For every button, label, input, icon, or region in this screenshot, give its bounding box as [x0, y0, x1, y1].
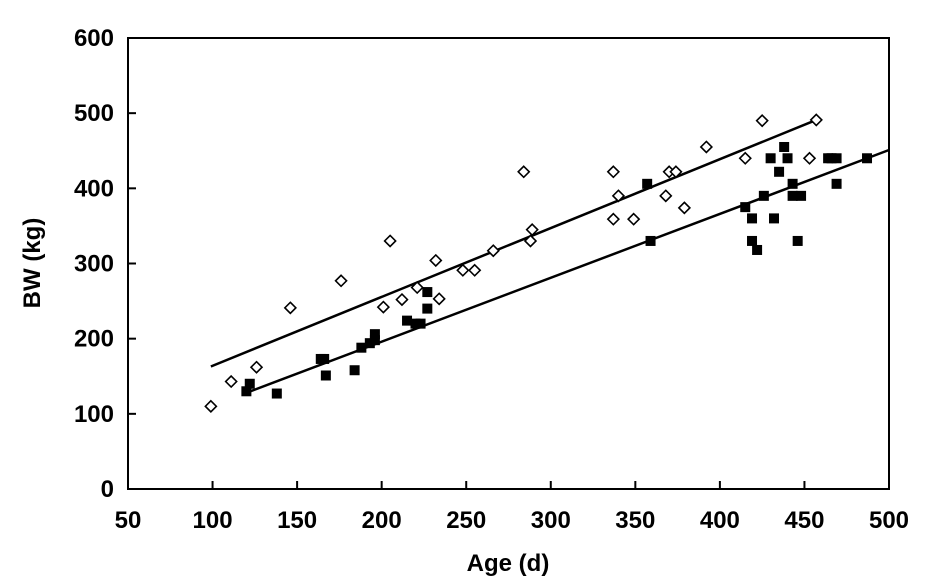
data-point-diamond [410, 280, 424, 295]
data-point-diamond [606, 212, 620, 226]
y-axis-title: BW (kg) [19, 218, 46, 309]
y-tick-label: 300 [74, 251, 114, 278]
data-point-diamond [755, 114, 769, 128]
data-point-square [422, 303, 433, 314]
x-axis-title: Age (d) [467, 550, 550, 577]
data-point-square [244, 378, 255, 389]
data-point-diamond [659, 189, 673, 203]
y-tick-label: 200 [74, 326, 114, 353]
y-tick-label: 500 [74, 100, 114, 127]
trendline-series-2 [245, 148, 890, 394]
data-point-square [826, 153, 837, 164]
data-point-square [752, 244, 763, 255]
data-point-diamond [432, 292, 446, 306]
x-tick-label: 300 [531, 507, 571, 534]
data-point-square [422, 287, 433, 298]
data-point-diamond [204, 399, 218, 413]
data-point-square [415, 318, 426, 329]
data-point-square [645, 235, 656, 246]
x-axis-ticks: 50 100 150 200 250 300 350 400 450 500 [115, 481, 909, 534]
y-tick-label: 100 [74, 401, 114, 428]
trendline-series-1 [210, 118, 817, 368]
data-point-diamond [517, 165, 531, 179]
data-point-square [349, 365, 360, 376]
plot-frame [127, 37, 890, 490]
x-tick-label: 400 [700, 507, 740, 534]
data-point-diamond [627, 212, 641, 226]
trendlines [210, 118, 890, 394]
data-point-square [356, 342, 367, 353]
data-point-square [862, 153, 873, 164]
data-point-square [740, 202, 751, 213]
data-point-diamond [456, 263, 470, 277]
data-point-diamond [224, 374, 238, 389]
data-point-square [271, 388, 282, 399]
x-tick-label: 50 [115, 507, 142, 534]
data-point-diamond [809, 113, 823, 127]
data-point-diamond [249, 360, 264, 374]
data-point-square [774, 166, 785, 177]
data-point-square [747, 235, 758, 246]
data-point-square [769, 213, 780, 224]
data-point-square [369, 329, 380, 340]
data-point-diamond [525, 223, 539, 237]
data-point-square [241, 386, 252, 397]
data-point-diamond [334, 274, 348, 288]
x-tick-label: 150 [277, 507, 317, 534]
data-point-square [402, 315, 413, 326]
data-point-diamond [523, 234, 538, 248]
data-markers [204, 113, 873, 413]
data-point-square [779, 141, 790, 152]
data-point-square [792, 235, 803, 246]
y-axis-ticks: 0 100 200 300 400 500 600 [74, 25, 136, 503]
data-point-square [369, 335, 380, 346]
data-point-square [831, 153, 842, 164]
data-point-square [782, 153, 793, 164]
data-point-square [319, 353, 330, 364]
data-point-square [642, 178, 653, 189]
y-tick-label: 600 [74, 25, 114, 52]
data-point-diamond [376, 300, 390, 314]
data-point-diamond [611, 189, 626, 203]
data-point-square [364, 338, 375, 349]
data-point-diamond [699, 140, 713, 154]
data-point-square [758, 190, 769, 201]
plot-area [127, 37, 890, 490]
data-point-square [831, 178, 842, 189]
data-point-diamond [486, 244, 500, 258]
data-point-diamond [395, 292, 409, 307]
data-point-square [747, 213, 758, 224]
data-point-square [765, 153, 776, 164]
data-point-diamond [606, 165, 620, 179]
y-tick-label: 400 [74, 175, 114, 202]
x-tick-label: 500 [869, 507, 909, 534]
data-point-diamond [383, 234, 397, 248]
data-point-diamond [802, 151, 817, 165]
data-point-square [796, 190, 807, 201]
data-point-square [787, 178, 798, 189]
data-point-diamond [677, 201, 692, 215]
data-point-diamond [283, 301, 297, 315]
data-point-diamond [738, 151, 752, 165]
data-point-square [410, 318, 421, 329]
data-point-diamond [429, 253, 443, 268]
data-point-square [320, 370, 331, 381]
data-point-square [787, 190, 798, 201]
x-tick-label: 350 [615, 507, 655, 534]
y-tick-label: 0 [101, 476, 114, 503]
data-point-diamond [468, 263, 482, 277]
data-point-diamond [669, 165, 683, 179]
x-tick-label: 100 [193, 507, 233, 534]
x-tick-label: 450 [784, 507, 824, 534]
x-tick-label: 200 [362, 507, 402, 534]
x-tick-label: 250 [446, 507, 486, 534]
